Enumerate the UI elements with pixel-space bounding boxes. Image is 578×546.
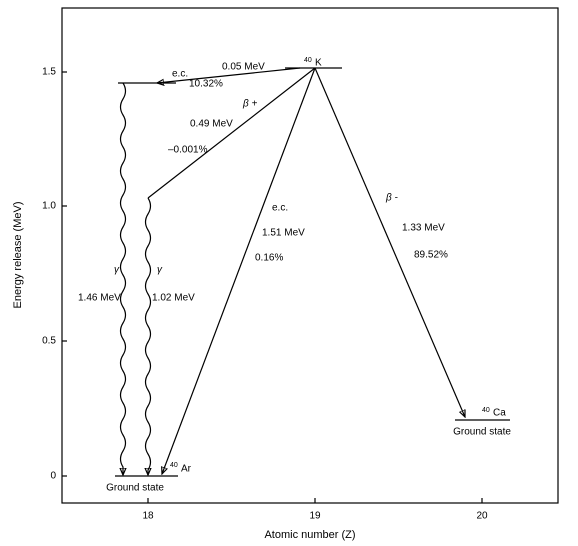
gamma2-wave [146, 197, 151, 475]
ar-state: Ground state [106, 483, 164, 494]
y-axis-label: Energy release (MeV) [12, 202, 24, 309]
beta-minus-arrow [314, 67, 465, 417]
ec-ground-arrow [162, 67, 316, 474]
ca-symbol: Ca [493, 408, 506, 419]
k-mass: 40 [304, 57, 312, 64]
y-tick-label: 1.0 [42, 201, 56, 212]
plot-frame [61, 7, 559, 504]
beta-minus-mode: β - [385, 193, 398, 204]
ar-mass: 40 [170, 462, 178, 469]
y-tick-label: 0.5 [42, 336, 56, 347]
gamma1-wave [121, 82, 126, 475]
ec-mode: e.c. [172, 69, 188, 80]
ar-symbol: Ar [181, 464, 192, 475]
beta-minus-branch: 89.52% [414, 250, 448, 261]
gamma1-mode: γ [114, 265, 120, 276]
ca-state: Ground state [453, 427, 511, 438]
x-tick-label: 19 [309, 511, 321, 522]
ec2-mode: e.c. [272, 203, 288, 214]
beta-plus-energy: 0.49 MeV [190, 119, 233, 130]
ec-energy: 0.05 MeV [222, 62, 265, 73]
x-tick-label: 20 [476, 511, 488, 522]
beta-minus-energy: 1.33 MeV [402, 223, 445, 234]
beta-plus-branch: –0.001% [168, 145, 208, 156]
gamma2-mode: γ [157, 265, 163, 276]
ticks: 0 0.5 1.0 1.5 18 19 20 [42, 67, 488, 522]
gamma1-energy: 1.46 MeV [78, 293, 121, 304]
y-tick-label: 0 [50, 471, 56, 482]
x-axis-label: Atomic number (Z) [264, 529, 355, 541]
ec2-energy: 1.51 MeV [262, 228, 305, 239]
ec-excited-arrow [157, 67, 301, 83]
beta-plus-line [147, 67, 316, 199]
ec2-branch: 0.16% [255, 253, 283, 264]
y-tick-label: 1.5 [42, 67, 56, 78]
x-tick-label: 18 [142, 511, 154, 522]
k-symbol: K [315, 58, 322, 69]
gamma2-energy: 1.02 MeV [152, 293, 195, 304]
ca-mass: 40 [482, 407, 490, 414]
ec-branch: 10.32% [189, 79, 223, 90]
beta-plus-mode: β + [242, 99, 257, 110]
